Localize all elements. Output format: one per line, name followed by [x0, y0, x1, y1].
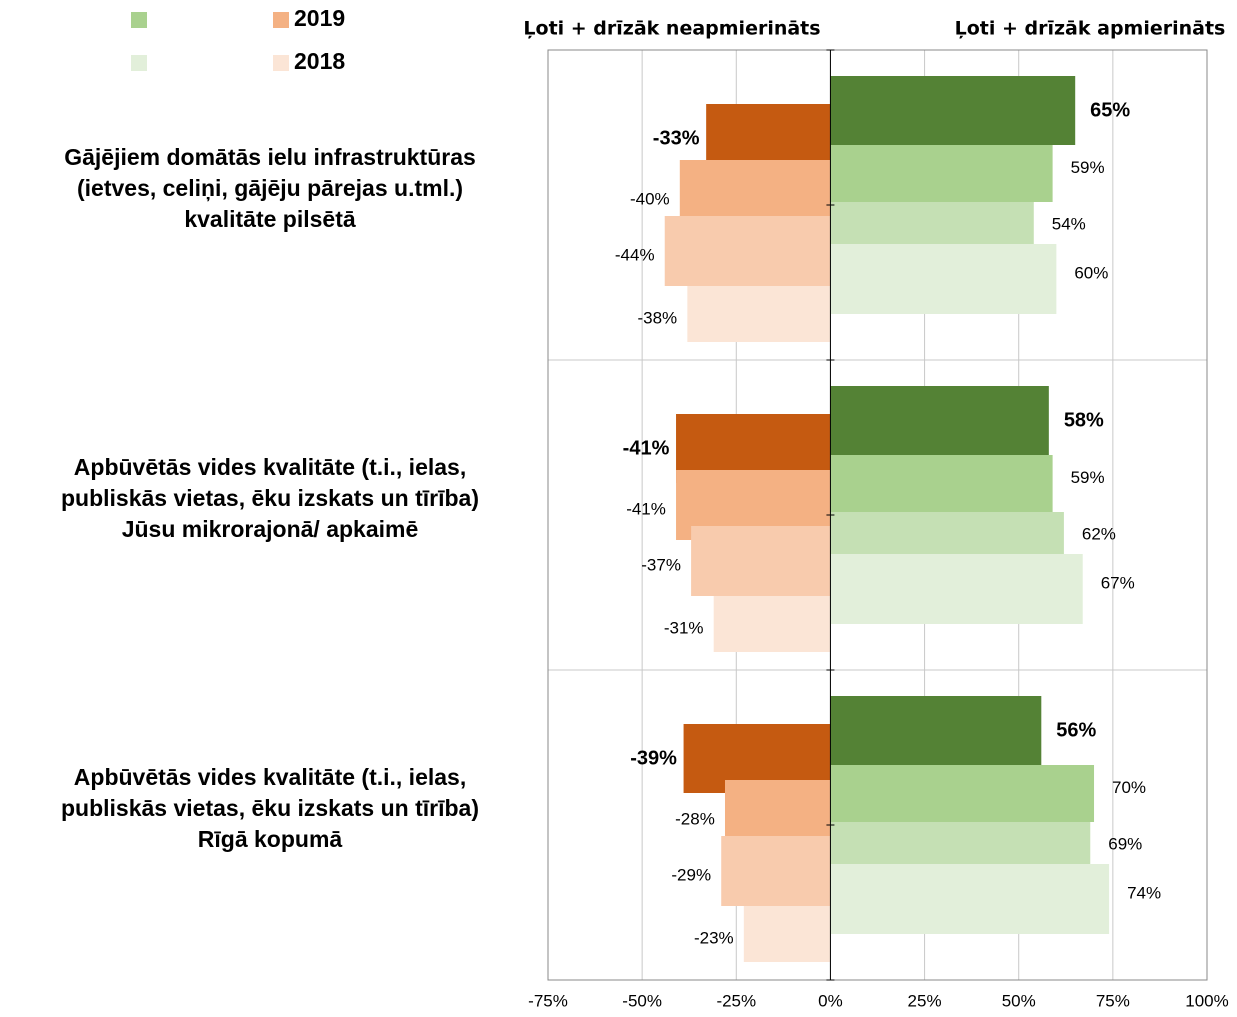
category-label: Apbūvētās vides kvalitāte (t.i., ielas,: [74, 764, 466, 790]
bar: [830, 386, 1049, 455]
x-tick-label: 0%: [818, 991, 843, 1010]
value-label: 67%: [1101, 573, 1135, 592]
x-tick-label: -50%: [622, 991, 662, 1010]
bar: [721, 836, 831, 906]
bar: [713, 596, 831, 652]
value-label: 59%: [1071, 468, 1105, 487]
value-label: 70%: [1112, 778, 1146, 797]
bar: [830, 76, 1076, 145]
x-tick-label: 50%: [1002, 991, 1036, 1010]
value-label: -44%: [615, 245, 655, 264]
bar: [687, 286, 831, 342]
x-tick-label: 25%: [908, 991, 942, 1010]
value-label: 56%: [1056, 719, 1096, 741]
legend-label: 2018: [294, 48, 345, 74]
header-left: Ļoti + drīzāk neapmierināts: [523, 18, 820, 40]
value-label: 60%: [1074, 263, 1108, 282]
bar: [743, 906, 831, 962]
header-right: Ļoti + drīzāk apmierināts: [955, 18, 1226, 40]
category-label: publiskās vietas, ēku izskats un tīrība): [61, 795, 479, 821]
value-label: -41%: [623, 437, 670, 459]
legend-swatch: [273, 12, 289, 28]
value-label: -41%: [626, 499, 666, 518]
x-tick-label: -75%: [528, 991, 568, 1010]
bar: [830, 455, 1053, 512]
category-label: Gājējiem domātās ielu infrastruktūras: [64, 144, 476, 170]
value-label: 65%: [1090, 99, 1130, 121]
bar: [691, 526, 831, 596]
value-label: -38%: [637, 308, 677, 327]
value-label: 62%: [1082, 524, 1116, 543]
bar: [830, 145, 1053, 202]
bar: [830, 864, 1110, 934]
legend-swatch: [131, 12, 147, 28]
value-label: 74%: [1127, 883, 1161, 902]
x-tick-label: -25%: [716, 991, 756, 1010]
value-label: -28%: [675, 809, 715, 828]
legend-label: 2019: [294, 5, 345, 31]
value-label: -23%: [694, 928, 734, 947]
bar: [830, 696, 1042, 765]
value-label: 69%: [1108, 834, 1142, 853]
legend-swatch: [273, 55, 289, 71]
category-label: Rīgā kopumā: [198, 826, 343, 852]
bar: [830, 244, 1057, 314]
value-label: -39%: [630, 747, 677, 769]
value-label: -37%: [641, 555, 681, 574]
value-label: 59%: [1071, 158, 1105, 177]
category-label: Jūsu mikrorajonā/ apkaimē: [122, 516, 419, 542]
category-label: publiskās vietas, ēku izskats un tīrība): [61, 485, 479, 511]
bar: [830, 554, 1083, 624]
category-label: Apbūvētās vides kvalitāte (t.i., ielas,: [74, 454, 466, 480]
value-label: -31%: [664, 618, 704, 637]
legend-swatch: [131, 55, 147, 71]
plot-border: [547, 49, 1208, 981]
value-label: -40%: [630, 189, 670, 208]
bar: [830, 765, 1095, 822]
category-label: (ietves, celiņi, gājēju pārejas u.tml.): [77, 175, 463, 201]
category-label: kvalitāte pilsētā: [184, 206, 356, 232]
value-label: -33%: [653, 127, 700, 149]
x-tick-label: 100%: [1185, 991, 1228, 1010]
value-label: 58%: [1064, 409, 1104, 431]
x-tick-label: 75%: [1096, 991, 1130, 1010]
bar: [664, 216, 831, 286]
value-label: 54%: [1052, 214, 1086, 233]
value-label: -29%: [671, 865, 711, 884]
